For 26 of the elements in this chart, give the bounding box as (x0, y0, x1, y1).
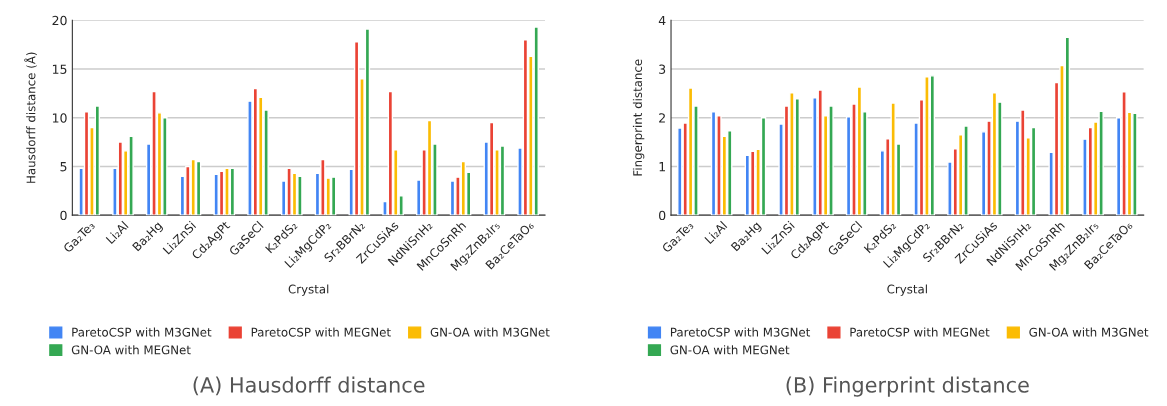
legend-label: ParetoCSP with M3GNet (72, 327, 212, 337)
text: (B) Fingerprint distance (786, 376, 1029, 397)
y-tick-label: 10 (52, 113, 67, 123)
y-tick-label: 1 (659, 162, 666, 172)
y-tick-label: 3 (659, 64, 666, 74)
y-tick-label: 20 (52, 15, 67, 26)
y-tick-label: 15 (52, 64, 67, 74)
legend-label: ParetoCSP with MEGNet (251, 327, 391, 337)
text: (A) Hausdorff distance (193, 376, 425, 396)
bar (330, 176, 337, 216)
y-axis-title: Hausdorff distance (Å) (24, 52, 37, 183)
bar (744, 154, 751, 216)
legend-label: GN-OA with M3GNet (1029, 327, 1149, 337)
y-tick-label: 4 (658, 15, 666, 26)
legend-label: GN-OA with MEGNet (71, 345, 191, 355)
y-tick-label: 0 (60, 210, 67, 221)
legend-label: GN-OA with M3GNet (430, 327, 550, 337)
x-axis-title: Crystal (288, 284, 329, 296)
x-axis-title: Crystal (887, 284, 927, 296)
legend-label: ParetoCSP with MEGNet (850, 327, 990, 337)
y-axis-title: Fingerprint distance (632, 59, 645, 176)
legend-label: GN-OA with MEGNet (670, 345, 790, 355)
legend-label: ParetoCSP with M3GNet (670, 327, 811, 337)
y-tick-label: 5 (60, 162, 67, 172)
y-tick-label: 2 (659, 113, 665, 123)
y-tick-label: 0 (659, 210, 666, 221)
